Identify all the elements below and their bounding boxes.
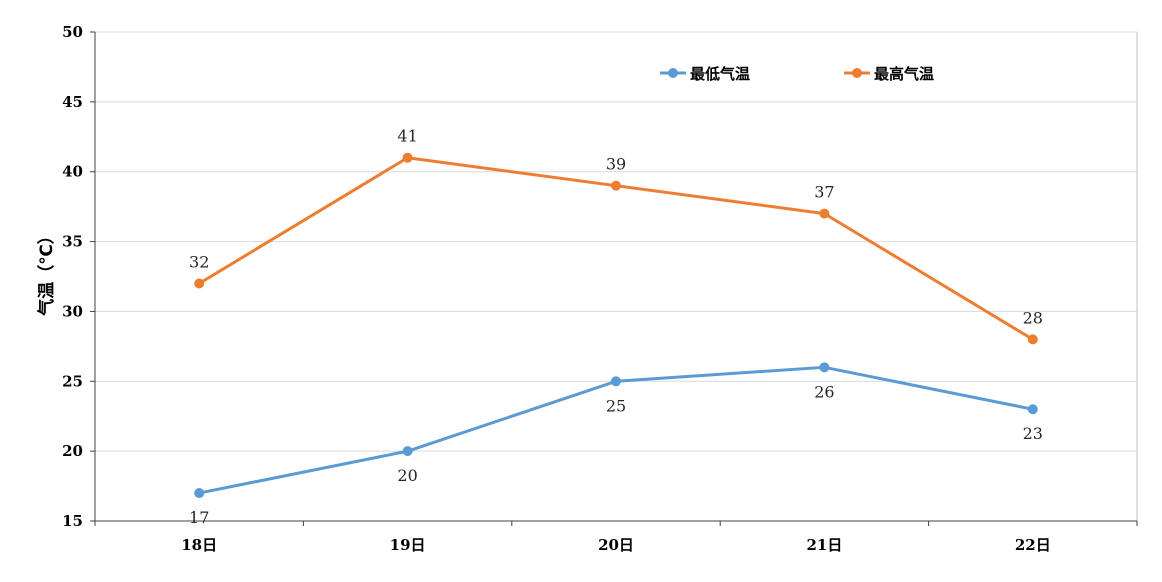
data-label: 28 (1023, 308, 1043, 327)
data-label: 37 (814, 183, 834, 202)
x-tick-label: 20日 (598, 536, 634, 554)
data-label: 39 (606, 155, 626, 174)
data-label: 23 (1023, 424, 1043, 443)
x-tick-label: 18日 (181, 536, 217, 554)
y-tick-label: 25 (62, 372, 83, 390)
y-tick-label: 50 (62, 23, 83, 41)
y-axis-title: 气温（℃） (36, 227, 57, 317)
data-labels: 17 20 25 26 23 32 41 39 37 28 (189, 127, 1043, 527)
legend-item-max: 最高气温 (844, 65, 934, 83)
data-point (611, 180, 621, 191)
data-point (1027, 334, 1038, 345)
data-label: 32 (189, 252, 209, 271)
y-tick-label: 45 (62, 93, 83, 111)
legend-label-max: 最高气温 (874, 65, 934, 83)
data-point (1027, 404, 1038, 415)
data-label: 26 (814, 382, 834, 401)
data-point (819, 362, 830, 373)
data-label: 20 (397, 466, 417, 485)
data-point (819, 208, 830, 219)
y-tick-label: 15 (62, 512, 83, 530)
data-point (611, 376, 621, 387)
legend-item-min: 最低气温 (660, 65, 750, 83)
data-label: 41 (397, 127, 417, 146)
axes: 15 20 25 30 35 40 45 50 18日 19日 20日 21日 22日 (62, 23, 1138, 554)
y-tick-label: 35 (62, 233, 83, 251)
y-tick-label: 30 (62, 302, 83, 320)
data-point (194, 278, 205, 289)
x-tick-label: 19日 (390, 536, 426, 554)
x-tick-label: 22日 (1015, 536, 1051, 554)
legend: 最低气温 最高气温 (660, 65, 934, 83)
x-tick-label: 21日 (806, 536, 842, 554)
series-lines (194, 152, 1038, 499)
data-label: 17 (189, 508, 209, 527)
legend-marker-max (852, 68, 862, 78)
y-tick-label: 40 (62, 163, 83, 181)
data-point (402, 446, 413, 457)
data-label: 25 (606, 396, 626, 415)
data-point (194, 488, 205, 499)
legend-label-min: 最低气温 (690, 65, 750, 83)
y-tick-label: 20 (62, 442, 83, 460)
data-point (402, 152, 413, 163)
legend-marker-min (668, 68, 678, 78)
